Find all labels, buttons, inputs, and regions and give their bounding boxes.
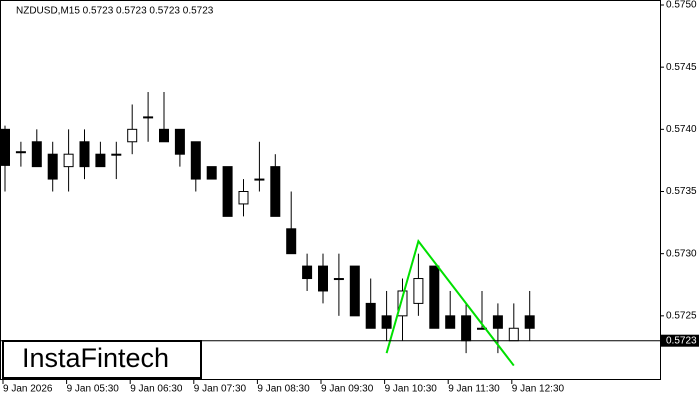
candle-body — [143, 116, 154, 119]
candle-body — [206, 166, 217, 180]
candle-body — [159, 128, 169, 143]
y-tick-label: 0.5745 — [666, 62, 697, 73]
last-price-box — [661, 334, 699, 347]
candle-body — [222, 166, 233, 217]
candle-body — [445, 315, 456, 329]
x-tick-label: 9 Jan 12:30 — [512, 384, 565, 395]
y-tick-label: 0.5750 — [666, 0, 697, 11]
x-tick-label: 9 Jan 05:30 — [67, 384, 120, 395]
pattern-line — [385, 239, 515, 367]
candle-body — [0, 128, 10, 166]
chart-header: NZDUSD,M15 0.5723 0.5723 0.5723 0.5723 — [16, 6, 214, 17]
candle-body — [429, 265, 440, 329]
candle-body — [79, 141, 90, 168]
y-tick-label: 0.5740 — [666, 124, 697, 135]
candle-body — [127, 128, 138, 143]
candle-body — [286, 228, 297, 255]
logo: InstaFintech — [22, 343, 169, 373]
y-tick-label: 0.5730 — [666, 248, 697, 259]
candle-body — [95, 153, 106, 168]
candle-body — [174, 128, 185, 155]
plot-frame — [0, 0, 661, 380]
y-tick-label: 0.5725 — [666, 310, 697, 321]
candle-body — [349, 265, 360, 317]
candle-body — [461, 315, 472, 342]
candle-body — [318, 265, 328, 292]
candle-body — [333, 278, 344, 281]
candle-body — [365, 302, 376, 329]
candle-body — [270, 166, 281, 217]
candle-body — [31, 141, 42, 168]
x-tick-label: 9 Jan 2026 — [3, 384, 53, 395]
x-tick-label: 9 Jan 07:30 — [194, 384, 247, 395]
candle-body — [508, 327, 519, 342]
candle-body — [397, 290, 408, 317]
candle-body — [492, 315, 503, 329]
candle-body — [15, 151, 26, 154]
logo-box — [2, 340, 202, 379]
x-tick-label: 9 Jan 11:30 — [448, 384, 500, 395]
y-tick-label: 0.5735 — [666, 186, 697, 197]
candle-body — [413, 278, 424, 304]
candle-body — [190, 141, 201, 180]
candle-body — [63, 153, 74, 168]
candle-body — [111, 153, 122, 156]
x-tick-label: 9 Jan 06:30 — [130, 384, 183, 395]
candle-body — [381, 315, 392, 329]
x-tick-label: 9 Jan 10:30 — [385, 384, 438, 395]
candle-body — [238, 191, 249, 205]
candle-body — [254, 178, 265, 181]
candle-body — [524, 315, 535, 329]
x-tick-label: 9 Jan 08:30 — [257, 384, 310, 395]
candle-body — [302, 265, 313, 280]
last-price-label: 0.5723 — [666, 335, 697, 346]
plot-area — [0, 92, 535, 367]
candle-body — [47, 153, 58, 180]
x-tick-label: 9 Jan 09:30 — [321, 384, 374, 395]
